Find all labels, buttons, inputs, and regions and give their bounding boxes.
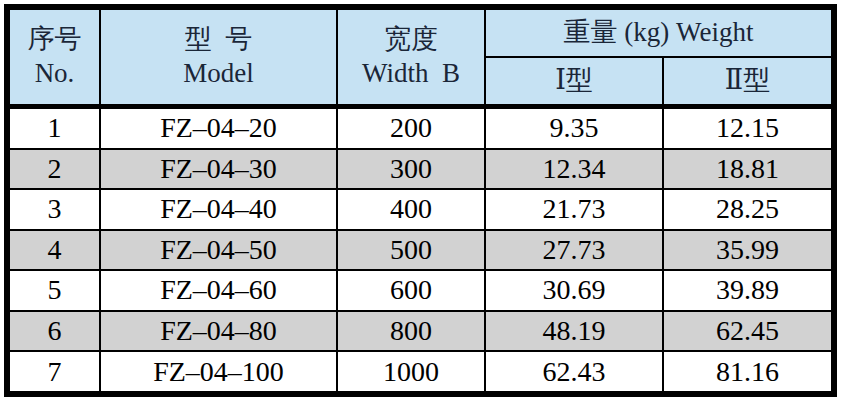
cell-model: FZ–04–20 [100, 107, 337, 149]
cell-no: 5 [7, 270, 100, 310]
column-header-no: 序号 No. [7, 7, 100, 107]
cell-width: 1000 [337, 351, 485, 394]
weight-spec-table: 序号 No. 型 号 Model 宽度 Width B 重量 (kg) Weig… [4, 4, 837, 397]
column-header-model: 型 号 Model [100, 7, 337, 107]
cell-weight-type2: 28.25 [663, 189, 834, 229]
cell-weight-type2: 81.16 [663, 351, 834, 394]
cell-model: FZ–04–100 [100, 351, 337, 394]
cell-model: FZ–04–80 [100, 311, 337, 351]
table-row: 6 FZ–04–80 800 48.19 62.45 [7, 311, 834, 351]
table-row: 1 FZ–04–20 200 9.35 12.15 [7, 107, 834, 149]
table-row: 5 FZ–04–60 600 30.69 39.89 [7, 270, 834, 310]
cell-weight-type1: 30.69 [485, 270, 663, 310]
cell-weight-type1: 21.73 [485, 189, 663, 229]
column-header-width-en: Width B [338, 57, 484, 91]
cell-weight-type1: 12.34 [485, 149, 663, 189]
column-header-model-en: Model [101, 57, 336, 91]
cell-no: 6 [7, 311, 100, 351]
column-header-width-zh: 宽度 [338, 23, 484, 57]
cell-width: 800 [337, 311, 485, 351]
cell-width: 500 [337, 230, 485, 270]
table-row: 4 FZ–04–50 500 27.73 35.99 [7, 230, 834, 270]
cell-weight-type2: 39.89 [663, 270, 834, 310]
cell-weight-type2: 18.81 [663, 149, 834, 189]
cell-width: 400 [337, 189, 485, 229]
cell-model: FZ–04–60 [100, 270, 337, 310]
table-row: 7 FZ–04–100 1000 62.43 81.16 [7, 351, 834, 394]
cell-width: 600 [337, 270, 485, 310]
cell-no: 2 [7, 149, 100, 189]
column-header-no-zh: 序号 [10, 23, 99, 57]
column-header-type1: Ⅰ型 [485, 57, 663, 107]
column-header-width: 宽度 Width B [337, 7, 485, 107]
spec-table-container: 序号 No. 型 号 Model 宽度 Width B 重量 (kg) Weig… [4, 4, 837, 397]
column-header-no-en: No. [10, 57, 99, 91]
cell-no: 1 [7, 107, 100, 149]
column-header-type2: Ⅱ型 [663, 57, 834, 107]
cell-no: 3 [7, 189, 100, 229]
cell-weight-type2: 62.45 [663, 311, 834, 351]
cell-model: FZ–04–50 [100, 230, 337, 270]
cell-model: FZ–04–40 [100, 189, 337, 229]
column-header-weight: 重量 (kg) Weight [485, 7, 834, 57]
table-row: 3 FZ–04–40 400 21.73 28.25 [7, 189, 834, 229]
cell-weight-type1: 62.43 [485, 351, 663, 394]
column-header-model-zh: 型 号 [101, 23, 336, 57]
cell-weight-type2: 12.15 [663, 107, 834, 149]
table-header: 序号 No. 型 号 Model 宽度 Width B 重量 (kg) Weig… [7, 7, 834, 107]
table-body: 1 FZ–04–20 200 9.35 12.15 2 FZ–04–30 300… [7, 107, 834, 395]
cell-width: 300 [337, 149, 485, 189]
cell-weight-type2: 35.99 [663, 230, 834, 270]
cell-no: 7 [7, 351, 100, 394]
cell-weight-type1: 9.35 [485, 107, 663, 149]
cell-weight-type1: 27.73 [485, 230, 663, 270]
table-row: 2 FZ–04–30 300 12.34 18.81 [7, 149, 834, 189]
cell-model: FZ–04–30 [100, 149, 337, 189]
cell-weight-type1: 48.19 [485, 311, 663, 351]
cell-no: 4 [7, 230, 100, 270]
cell-width: 200 [337, 107, 485, 149]
